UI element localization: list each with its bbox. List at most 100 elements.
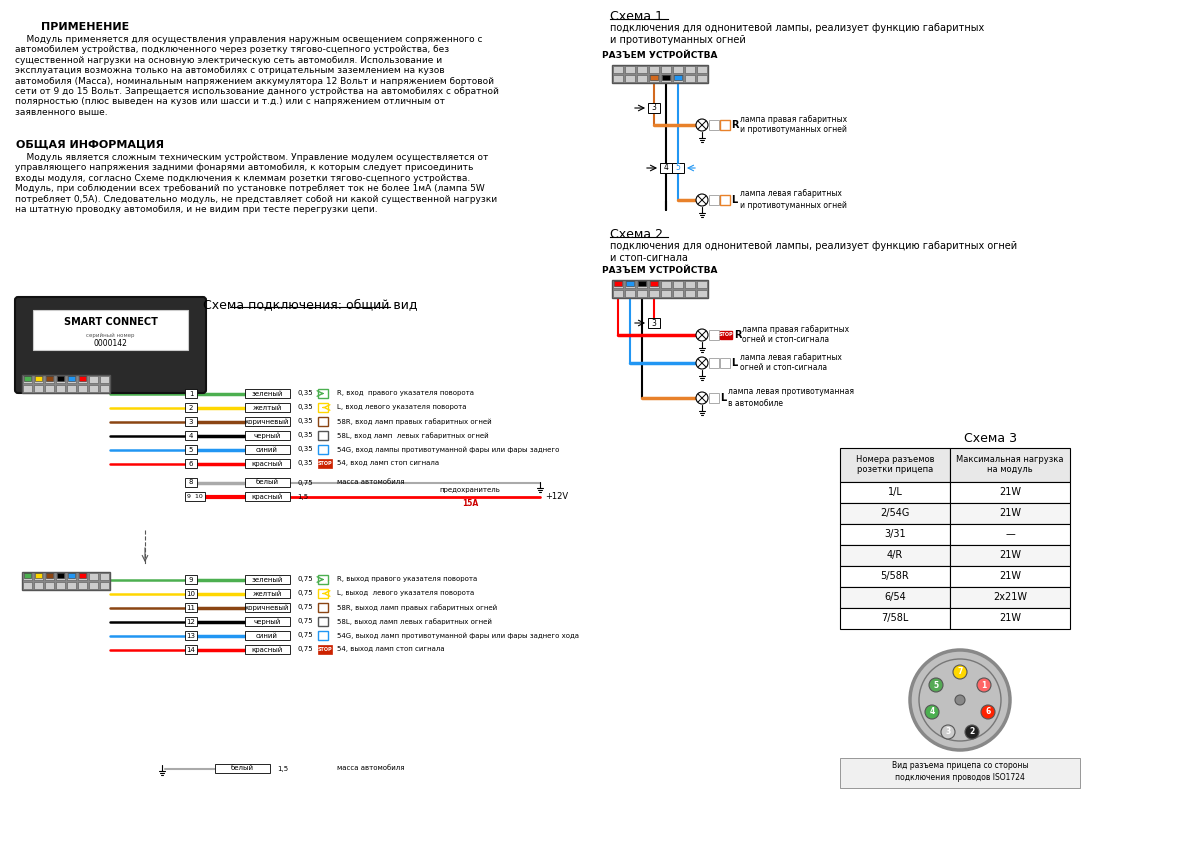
Bar: [34, 385, 43, 392]
Bar: [720, 195, 730, 205]
Text: 0,35: 0,35: [298, 390, 313, 397]
Bar: [661, 66, 671, 73]
Text: синий: синий: [256, 447, 278, 453]
Bar: [245, 617, 290, 626]
Bar: [625, 66, 635, 73]
Bar: [78, 582, 88, 589]
Text: 4: 4: [188, 432, 193, 438]
Text: Номера разъемов
розетки прицепа: Номера разъемов розетки прицепа: [856, 455, 935, 475]
Text: 3: 3: [188, 419, 193, 425]
Text: 0,75: 0,75: [298, 479, 313, 486]
Bar: [650, 75, 658, 80]
Text: и противотуманных огней: и противотуманных огней: [740, 200, 847, 209]
Bar: [697, 281, 707, 288]
Circle shape: [929, 678, 943, 692]
Bar: [950, 503, 1070, 523]
Text: 21W: 21W: [998, 508, 1021, 518]
Bar: [185, 631, 197, 640]
Bar: [720, 331, 732, 339]
Bar: [709, 358, 719, 368]
Text: 2: 2: [970, 728, 974, 737]
Bar: [840, 482, 950, 503]
Text: SMART CONNECT: SMART CONNECT: [64, 317, 157, 327]
Text: Схема подключения: общий вид: Схема подключения: общий вид: [203, 298, 418, 311]
Text: коричневый: коричневый: [245, 418, 289, 425]
Bar: [625, 281, 635, 288]
Bar: [950, 608, 1070, 628]
Bar: [685, 66, 695, 73]
Bar: [661, 290, 671, 297]
Bar: [100, 385, 109, 392]
Text: 4: 4: [664, 164, 668, 172]
Bar: [720, 120, 730, 130]
Bar: [185, 431, 197, 440]
Bar: [46, 573, 53, 578]
Bar: [245, 403, 290, 412]
Bar: [185, 445, 197, 454]
Text: 5/58R: 5/58R: [881, 571, 910, 581]
Bar: [245, 478, 290, 487]
Text: черный: черный: [253, 618, 281, 625]
Text: Схема 1.: Схема 1.: [610, 10, 667, 23]
Bar: [245, 459, 290, 468]
Bar: [185, 492, 205, 501]
Text: лампа правая габаритных: лампа правая габаритных: [740, 114, 847, 124]
Bar: [318, 631, 328, 640]
Text: 0,75: 0,75: [298, 618, 313, 624]
Text: красный: красный: [251, 494, 283, 499]
Text: Модуль применяется для осуществления управления наружным освещением сопряженного: Модуль применяется для осуществления упр…: [14, 35, 499, 117]
Text: 58L, вход ламп  левых габаритных огней: 58L, вход ламп левых габаритных огней: [337, 432, 488, 439]
Bar: [56, 573, 65, 580]
Bar: [23, 376, 32, 383]
Text: 13: 13: [186, 633, 196, 639]
Bar: [23, 582, 32, 589]
Bar: [56, 376, 65, 383]
Bar: [34, 376, 43, 383]
Bar: [660, 163, 672, 173]
Text: зеленый: зеленый: [251, 390, 283, 397]
Text: 0,35: 0,35: [298, 460, 313, 466]
Text: подключения для однонитевой лампы, реализует функцию габаритных огней
и стоп-сиг: подключения для однонитевой лампы, реали…: [610, 241, 1018, 263]
Text: 21W: 21W: [998, 550, 1021, 560]
Bar: [100, 376, 109, 383]
Text: 6: 6: [188, 460, 193, 466]
Bar: [612, 280, 708, 298]
Bar: [185, 417, 197, 426]
Bar: [613, 281, 623, 288]
Text: R: R: [734, 330, 742, 340]
Bar: [648, 103, 660, 113]
Text: 9  10: 9 10: [187, 494, 203, 499]
Bar: [185, 645, 197, 654]
Bar: [46, 376, 53, 381]
Text: подключения для однонитевой лампы, реализует функцию габаритных
и противотуманны: подключения для однонитевой лампы, реали…: [610, 23, 984, 45]
Bar: [318, 575, 328, 584]
Text: лампа правая габаритных: лампа правая габаритных: [742, 325, 850, 333]
Bar: [78, 385, 88, 392]
Bar: [637, 66, 647, 73]
Text: 58L, выход ламп левых габаритных огней: 58L, выход ламп левых габаритных огней: [337, 618, 492, 625]
Text: подключения проводов ISO1724: подключения проводов ISO1724: [895, 773, 1025, 783]
Text: белый: белый: [256, 479, 278, 486]
Bar: [840, 503, 950, 523]
Bar: [35, 573, 42, 578]
Text: Вид разъема прицепа со стороны: Вид разъема прицепа со стороны: [892, 762, 1028, 771]
Text: зеленый: зеленый: [251, 577, 283, 583]
Text: РАЗЪЕМ УСТРОЙСТВА: РАЗЪЕМ УСТРОЙСТВА: [602, 266, 718, 275]
Text: 4/R: 4/R: [887, 550, 904, 560]
Bar: [34, 573, 43, 580]
Text: лампа левая противотуманная: лампа левая противотуманная: [728, 388, 854, 397]
Bar: [245, 645, 290, 654]
Bar: [22, 572, 110, 590]
Text: Схема 2.: Схема 2.: [610, 228, 667, 241]
Bar: [626, 281, 634, 286]
Text: 0,75: 0,75: [298, 605, 313, 611]
Bar: [46, 376, 54, 383]
Text: 6: 6: [985, 707, 991, 717]
Bar: [68, 376, 74, 381]
Text: 54, выход ламп стоп сигнала: 54, выход ламп стоп сигнала: [337, 646, 445, 652]
Bar: [35, 376, 42, 381]
Bar: [245, 603, 290, 612]
Text: 7/58L: 7/58L: [881, 613, 908, 623]
Text: 8: 8: [188, 479, 193, 486]
Bar: [79, 376, 86, 381]
